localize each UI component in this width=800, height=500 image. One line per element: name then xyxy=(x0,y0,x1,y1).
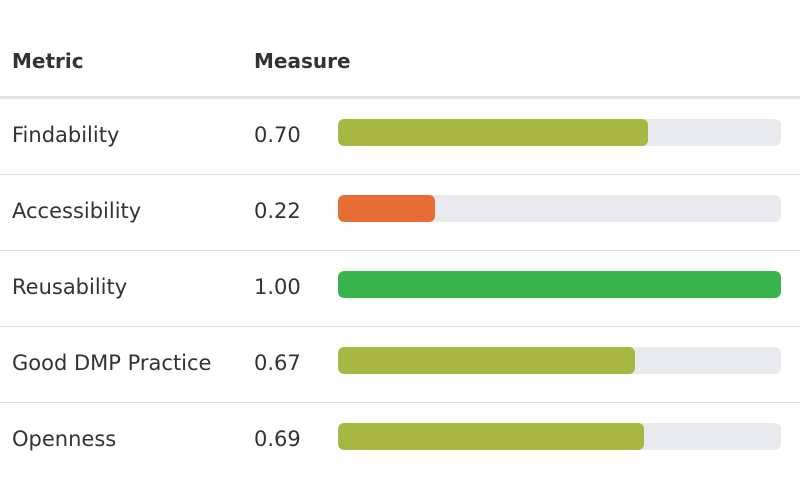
progress-bar-fill xyxy=(338,119,649,146)
metric-name: Good DMP Practice xyxy=(12,351,212,375)
progress-bar-fill xyxy=(338,195,436,222)
measure-column-header: Measure xyxy=(254,49,351,73)
table-row: Good DMP Practice 0.67 xyxy=(0,327,800,403)
metric-name: Reusability xyxy=(12,275,128,299)
progress-bar-fill xyxy=(338,347,635,374)
metric-name: Findability xyxy=(12,123,120,147)
progress-bar-fill xyxy=(338,423,644,450)
metric-value: 0.70 xyxy=(254,123,301,147)
table-row: Accessibility 0.22 xyxy=(0,175,800,251)
metric-column-header: Metric xyxy=(12,49,84,73)
table-header: Metric Measure xyxy=(0,0,800,99)
metric-name: Accessibility xyxy=(12,199,142,223)
metric-value: 0.22 xyxy=(254,199,301,223)
progress-bar-track xyxy=(338,195,781,222)
table-row: Findability 0.70 xyxy=(0,99,800,175)
progress-bar-fill xyxy=(338,271,781,298)
metric-value: 1.00 xyxy=(254,275,301,299)
table-row: Openness 0.69 xyxy=(0,403,800,479)
progress-bar-track xyxy=(338,423,781,450)
metric-value: 0.69 xyxy=(254,427,301,451)
table-row: Reusability 1.00 xyxy=(0,251,800,327)
metrics-table: Metric Measure Findability 0.70 Accessib… xyxy=(0,0,800,479)
progress-bar-track xyxy=(338,119,781,146)
metric-value: 0.67 xyxy=(254,351,301,375)
progress-bar-track xyxy=(338,347,781,374)
progress-bar-track xyxy=(338,271,781,298)
metric-name: Openness xyxy=(12,427,117,451)
